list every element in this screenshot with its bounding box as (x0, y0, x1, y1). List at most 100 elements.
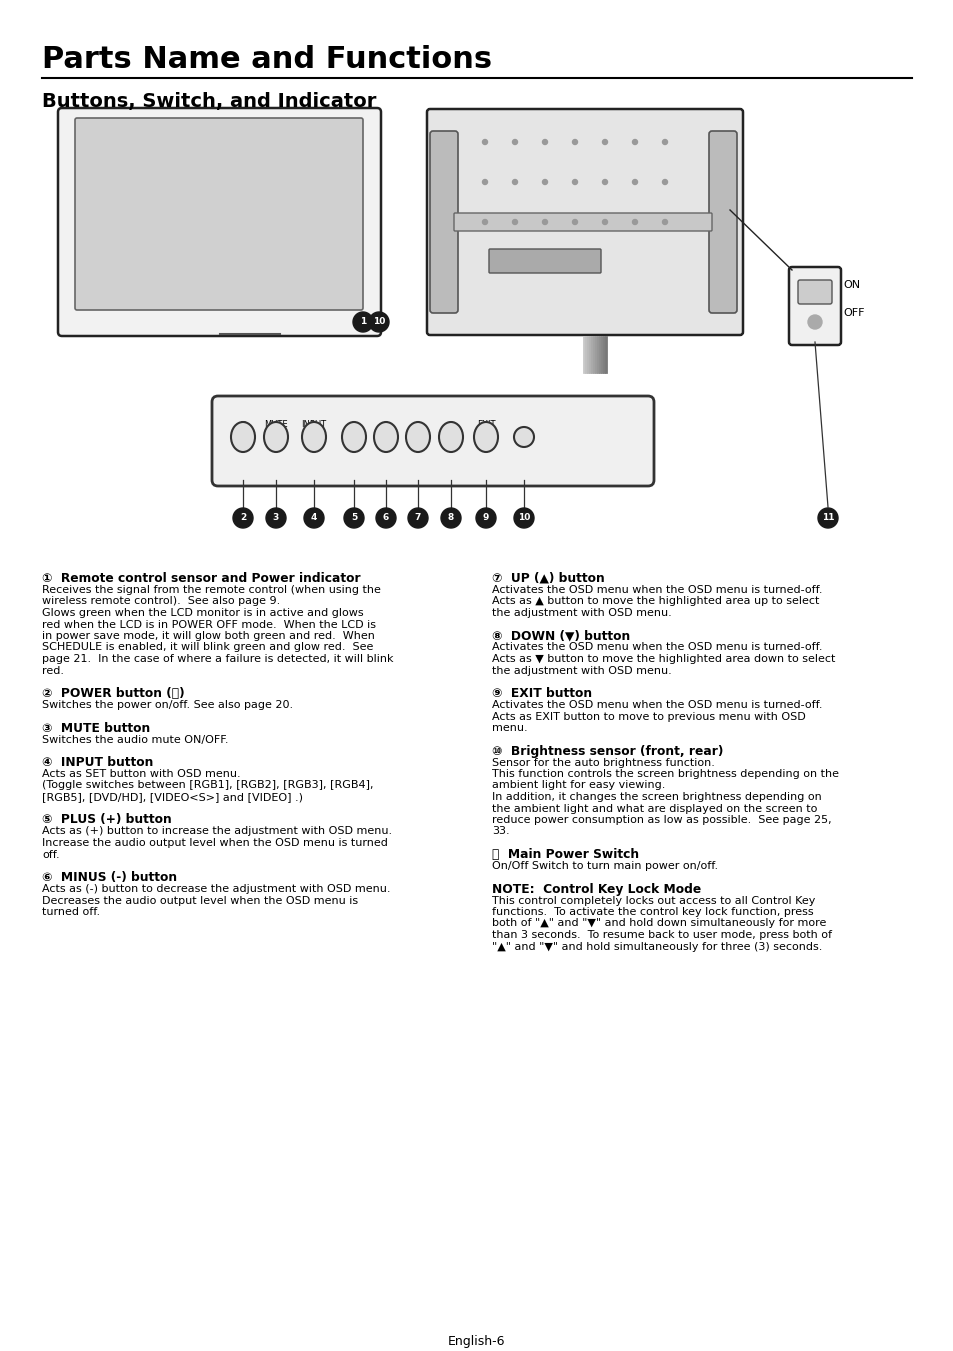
FancyBboxPatch shape (708, 131, 737, 313)
Circle shape (572, 139, 577, 145)
Text: both of "▲" and "▼" and hold down simultaneously for more: both of "▲" and "▼" and hold down simult… (492, 919, 825, 928)
FancyBboxPatch shape (212, 396, 654, 486)
Circle shape (572, 180, 577, 185)
Circle shape (512, 139, 517, 145)
Text: Buttons, Switch, and Indicator: Buttons, Switch, and Indicator (42, 92, 376, 111)
Text: Acts as SET button with OSD menu.: Acts as SET button with OSD menu. (42, 769, 240, 780)
FancyBboxPatch shape (489, 249, 600, 273)
Text: the adjustment with OSD menu.: the adjustment with OSD menu. (492, 666, 671, 676)
FancyBboxPatch shape (454, 213, 711, 231)
Text: Acts as (-) button to decrease the adjustment with OSD menu.: Acts as (-) button to decrease the adjus… (42, 884, 390, 894)
FancyBboxPatch shape (430, 131, 457, 313)
Text: +: + (350, 420, 357, 430)
Circle shape (476, 508, 496, 528)
Text: ▼: ▼ (447, 420, 454, 430)
Circle shape (233, 508, 253, 528)
Text: ⑧  DOWN (▼) button: ⑧ DOWN (▼) button (492, 630, 630, 643)
Circle shape (542, 139, 547, 145)
Text: ③  MUTE button: ③ MUTE button (42, 721, 150, 735)
Text: turned off.: turned off. (42, 907, 100, 917)
Text: SCHEDULE is enabled, it will blink green and glow red.  See: SCHEDULE is enabled, it will blink green… (42, 643, 373, 653)
Circle shape (512, 180, 517, 185)
Text: wireless remote control).  See also page 9.: wireless remote control). See also page … (42, 597, 280, 607)
Text: 5: 5 (351, 513, 356, 523)
Text: ⑥  MINUS (-) button: ⑥ MINUS (-) button (42, 871, 177, 884)
Circle shape (482, 180, 487, 185)
Text: ④  INPUT button: ④ INPUT button (42, 757, 153, 769)
FancyBboxPatch shape (75, 118, 363, 309)
Ellipse shape (302, 422, 326, 453)
Text: (Toggle switches between [RGB1], [RGB2], [RGB3], [RGB4],: (Toggle switches between [RGB1], [RGB2],… (42, 781, 374, 790)
Text: Decreases the audio output level when the OSD menu is: Decreases the audio output level when th… (42, 896, 357, 905)
Text: Receives the signal from the remote control (when using the: Receives the signal from the remote cont… (42, 585, 380, 594)
Text: 33.: 33. (492, 827, 509, 836)
Circle shape (632, 180, 637, 185)
Text: 6: 6 (382, 513, 389, 523)
Text: menu.: menu. (492, 723, 527, 734)
Circle shape (440, 508, 460, 528)
Circle shape (807, 315, 821, 330)
Text: ⏻: ⏻ (240, 420, 245, 430)
Text: 7: 7 (415, 513, 420, 523)
FancyBboxPatch shape (788, 267, 841, 345)
Circle shape (304, 508, 324, 528)
FancyBboxPatch shape (427, 109, 742, 335)
Text: Switches the power on/off. See also page 20.: Switches the power on/off. See also page… (42, 700, 293, 711)
Text: off.: off. (42, 850, 59, 859)
Text: INPUT: INPUT (301, 420, 326, 430)
Text: ②  POWER button (⏻): ② POWER button (⏻) (42, 688, 185, 700)
Text: ①  Remote control sensor and Power indicator: ① Remote control sensor and Power indica… (42, 571, 360, 585)
Text: reduce power consumption as low as possible.  See page 25,: reduce power consumption as low as possi… (492, 815, 831, 825)
Text: ⑤  PLUS (+) button: ⑤ PLUS (+) button (42, 813, 172, 827)
Text: Switches the audio mute ON/OFF.: Switches the audio mute ON/OFF. (42, 735, 229, 744)
Text: 8: 8 (447, 513, 454, 523)
Text: ⑨  EXIT button: ⑨ EXIT button (492, 688, 592, 700)
Circle shape (602, 139, 607, 145)
Circle shape (514, 427, 534, 447)
Text: in power save mode, it will glow both green and red.  When: in power save mode, it will glow both gr… (42, 631, 375, 640)
Circle shape (482, 139, 487, 145)
Circle shape (344, 508, 364, 528)
Circle shape (353, 312, 373, 332)
Circle shape (817, 508, 837, 528)
Text: ON: ON (842, 280, 860, 290)
Circle shape (542, 219, 547, 224)
Circle shape (632, 139, 637, 145)
Circle shape (602, 219, 607, 224)
Text: 11: 11 (821, 513, 833, 523)
FancyBboxPatch shape (58, 108, 380, 336)
Text: red when the LCD is in POWER OFF mode.  When the LCD is: red when the LCD is in POWER OFF mode. W… (42, 620, 375, 630)
Text: the adjustment with OSD menu.: the adjustment with OSD menu. (492, 608, 671, 617)
Text: "▲" and "▼" and hold simultaneously for three (3) seconds.: "▲" and "▼" and hold simultaneously for … (492, 942, 821, 951)
Text: This function controls the screen brightness depending on the: This function controls the screen bright… (492, 769, 838, 780)
Text: 10: 10 (517, 513, 530, 523)
Text: ⑪  Main Power Switch: ⑪ Main Power Switch (492, 848, 639, 861)
Circle shape (661, 139, 667, 145)
Text: Acts as (+) button to increase the adjustment with OSD menu.: Acts as (+) button to increase the adjus… (42, 827, 392, 836)
Text: Acts as ▼ button to move the highlighted area down to select: Acts as ▼ button to move the highlighted… (492, 654, 835, 663)
Ellipse shape (374, 422, 397, 453)
Text: red.: red. (42, 666, 64, 676)
Text: This control completely locks out access to all Control Key: This control completely locks out access… (492, 896, 815, 905)
Text: the ambient light and what are displayed on the screen to: the ambient light and what are displayed… (492, 804, 817, 813)
Ellipse shape (438, 422, 462, 453)
Text: OFF: OFF (842, 308, 863, 317)
Circle shape (266, 508, 286, 528)
Text: English-6: English-6 (448, 1335, 505, 1348)
Ellipse shape (474, 422, 497, 453)
Ellipse shape (264, 422, 288, 453)
Text: 3: 3 (273, 513, 279, 523)
Circle shape (661, 180, 667, 185)
Ellipse shape (406, 422, 430, 453)
Text: Acts as EXIT button to move to previous menu with OSD: Acts as EXIT button to move to previous … (492, 712, 805, 721)
Ellipse shape (341, 422, 366, 453)
Circle shape (514, 508, 534, 528)
Text: ▲: ▲ (415, 420, 421, 430)
Text: NOTE:  Control Key Lock Mode: NOTE: Control Key Lock Mode (492, 882, 700, 896)
Circle shape (542, 180, 547, 185)
FancyBboxPatch shape (797, 280, 831, 304)
Text: 2: 2 (239, 513, 246, 523)
Circle shape (632, 219, 637, 224)
Text: Activates the OSD menu when the OSD menu is turned-off.: Activates the OSD menu when the OSD menu… (492, 585, 821, 594)
Ellipse shape (231, 422, 254, 453)
